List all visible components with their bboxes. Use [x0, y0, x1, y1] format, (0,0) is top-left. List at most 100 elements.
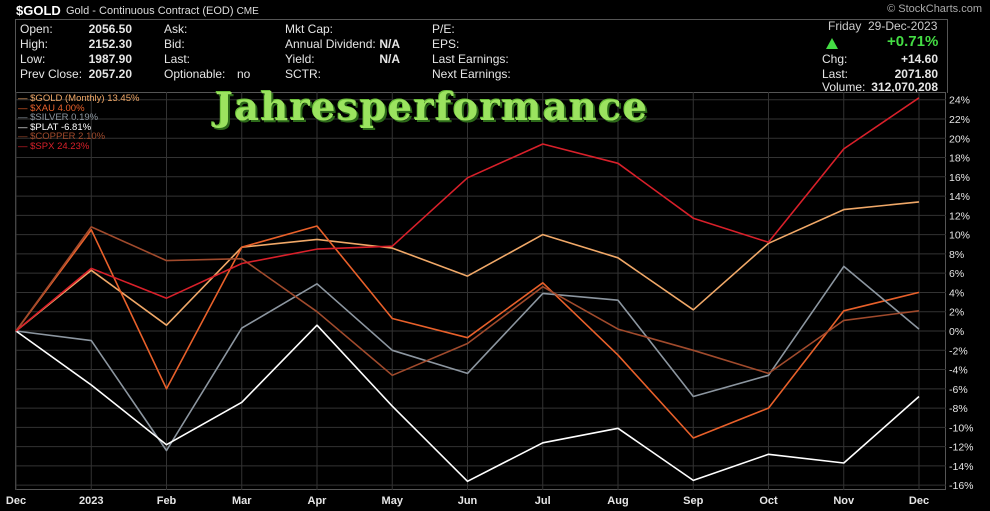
legend-swatch: — — [18, 121, 31, 133]
legend-label: $SILVER 0.19% — [30, 112, 99, 124]
series-line-plat — [15, 324, 920, 483]
legend-item-spx: — $SPX 24.23% — [18, 141, 89, 152]
next-earnings-label: Next Earnings: — [432, 67, 511, 81]
x-tick-label: Feb — [157, 495, 177, 507]
legend-item-silver: — $SILVER 0.19% — [18, 112, 98, 123]
title-bar: $GOLD Gold - Continuous Contract (EOD) C… — [0, 0, 990, 19]
y-tick-label: -10% — [949, 422, 974, 434]
high-label: High: — [20, 37, 49, 51]
y-tick-label: 16% — [949, 172, 970, 184]
y-tick-label: 8% — [949, 249, 964, 261]
legend-label: $XAU 4.00% — [30, 102, 85, 114]
y-tick-label: -12% — [949, 442, 974, 454]
y-tick-label: -4% — [949, 365, 968, 377]
legend-swatch: — — [18, 141, 31, 152]
brand-watermark: © StockCharts.com — [887, 3, 982, 15]
legend-label: $GOLD (Monthly) 13.45% — [30, 93, 140, 104]
low-value: 1987.90 — [88, 52, 132, 66]
ticker-description: Gold - Continuous Contract (EOD) CME — [66, 5, 259, 17]
volume-value: 312,070,208 — [871, 80, 938, 94]
x-tick-label: Dec — [6, 495, 26, 507]
x-tick-label: 2023 — [79, 495, 103, 507]
y-tick-label: 22% — [949, 114, 970, 126]
legend-swatch: — — [18, 131, 31, 143]
x-tick-label: Jun — [458, 495, 478, 507]
last-price-value: 2071.80 — [894, 67, 938, 81]
ask-label: Ask: — [164, 22, 188, 36]
y-tick-label: 24% — [949, 95, 970, 107]
ticker-symbol: $GOLD — [16, 3, 61, 18]
y-tick-label: 12% — [949, 210, 970, 222]
high-value: 2152.30 — [88, 37, 132, 51]
quote-panel: Open: 2056.50 High: 2152.30 Low: 1987.90… — [15, 19, 948, 94]
series-line-gold — [15, 201, 920, 332]
y-tick-label: 2% — [949, 307, 964, 319]
series-line-xau — [15, 225, 920, 439]
y-tick-label: -8% — [949, 403, 968, 415]
y-tick-label: -6% — [949, 384, 968, 396]
prev-close-value: 2057.20 — [88, 67, 132, 81]
mktcap-label: Mkt Cap: — [285, 22, 334, 36]
chart-watermark-title: Jahresperformance — [215, 84, 649, 129]
date-day: Friday — [828, 19, 862, 33]
series-line-copper — [15, 226, 920, 377]
series-layer — [15, 97, 920, 483]
last-label: Last: — [164, 52, 191, 66]
open-label: Open: — [20, 22, 53, 36]
prev-close-label: Prev Close: — [20, 67, 83, 81]
dividend-value: N/A — [379, 37, 400, 51]
y-axis: 24% 22% 20% 18% 16% 14% 12% 10% 8% 6% 4% 2% 0% -2% -4%… — [949, 95, 974, 492]
last-price-label: Last: — [822, 67, 849, 81]
exchange-label: CME — [236, 6, 259, 17]
x-tick-label: Jul — [535, 495, 551, 507]
y-tick-label: 18% — [949, 153, 970, 165]
open-value: 2056.50 — [88, 22, 132, 36]
legend-swatch: — — [18, 93, 31, 104]
grid-layer — [15, 92, 946, 490]
dividend-label: Annual Dividend: — [285, 37, 376, 51]
x-tick-label: Sep — [683, 495, 703, 507]
legend-swatch: — — [18, 112, 31, 124]
y-tick-label: 10% — [949, 230, 970, 242]
x-tick-label: Dec — [909, 495, 929, 507]
x-tick-label: Apr — [308, 495, 328, 507]
series-line-spx — [15, 97, 920, 332]
x-tick-label: May — [382, 495, 404, 507]
y-tick-label: -2% — [949, 345, 968, 357]
yield-label: Yield: — [285, 52, 315, 66]
optionable-value: no — [237, 67, 251, 81]
x-tick-label: Oct — [759, 495, 778, 507]
date-value: 29-Dec-2023 — [868, 19, 938, 33]
y-tick-label: 0% — [949, 326, 964, 338]
y-tick-label: 6% — [949, 268, 964, 280]
chg-value: +14.60 — [900, 52, 938, 66]
legend-item-xau: — $XAU 4.00% — [18, 103, 85, 114]
pe-label: P/E: — [432, 22, 455, 36]
y-tick-label: 4% — [949, 287, 964, 299]
legend-item-gold: — $GOLD (Monthly) 13.45% — [18, 93, 139, 104]
y-tick-label: 20% — [949, 133, 970, 145]
legend-label: $SPX 24.23% — [30, 141, 90, 152]
series-line-silver — [15, 265, 920, 452]
legend-label: $PLAT -6.81% — [30, 121, 92, 133]
up-arrow-icon — [826, 38, 838, 49]
x-axis: Dec 2023 Feb Mar Apr May Jun Jul Aug Sep Oct Nov Dec — [6, 495, 929, 507]
sctr-label: SCTR: — [285, 67, 321, 81]
optionable-label: Optionable: — [164, 67, 226, 81]
last-earnings-label: Last Earnings: — [432, 52, 509, 66]
y-tick-label: 14% — [949, 191, 970, 203]
x-tick-label: Aug — [607, 495, 628, 507]
yield-value: N/A — [379, 52, 400, 66]
volume-label: Volume: — [822, 80, 866, 94]
legend-swatch: — — [18, 102, 31, 114]
legend-item-plat: — $PLAT -6.81% — [18, 122, 91, 133]
bid-label: Bid: — [164, 37, 185, 51]
eps-label: EPS: — [432, 37, 460, 51]
x-tick-label: Mar — [232, 495, 252, 507]
chg-label: Chg: — [822, 52, 848, 66]
y-tick-label: -14% — [949, 461, 974, 473]
legend-item-copper: — $COPPER 2.10% — [18, 131, 105, 142]
y-tick-label: -16% — [949, 480, 974, 492]
change-percent: +0.71% — [887, 33, 939, 50]
